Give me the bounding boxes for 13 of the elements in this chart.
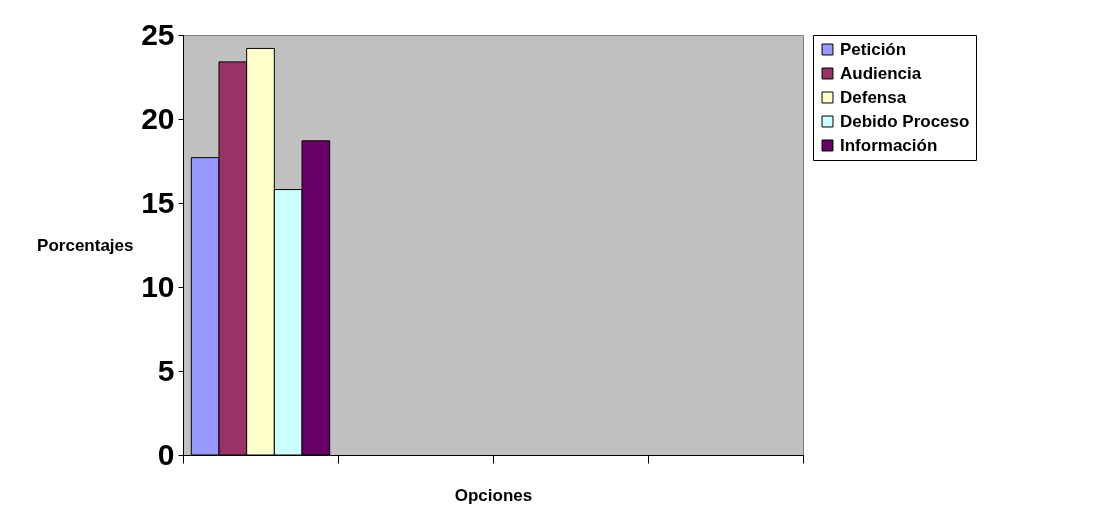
y-tick-label: 10 xyxy=(141,269,175,303)
x-axis-title: Opciones xyxy=(454,485,533,505)
legend-label: Audiencia xyxy=(840,63,922,83)
legend-label: Debido Proceso xyxy=(840,111,970,131)
y-tick-label: 20 xyxy=(141,101,175,135)
y-tick-label: 5 xyxy=(157,353,175,387)
y-tick-label: 15 xyxy=(141,185,175,219)
legend-label: Información xyxy=(840,135,938,155)
legend-label: Defensa xyxy=(840,87,907,107)
y-tick-label: 0 xyxy=(157,437,175,471)
y-tick-label: 25 xyxy=(141,17,175,51)
y-axis-title: Porcentajes xyxy=(37,235,134,255)
legend-label: Petición xyxy=(840,39,907,59)
